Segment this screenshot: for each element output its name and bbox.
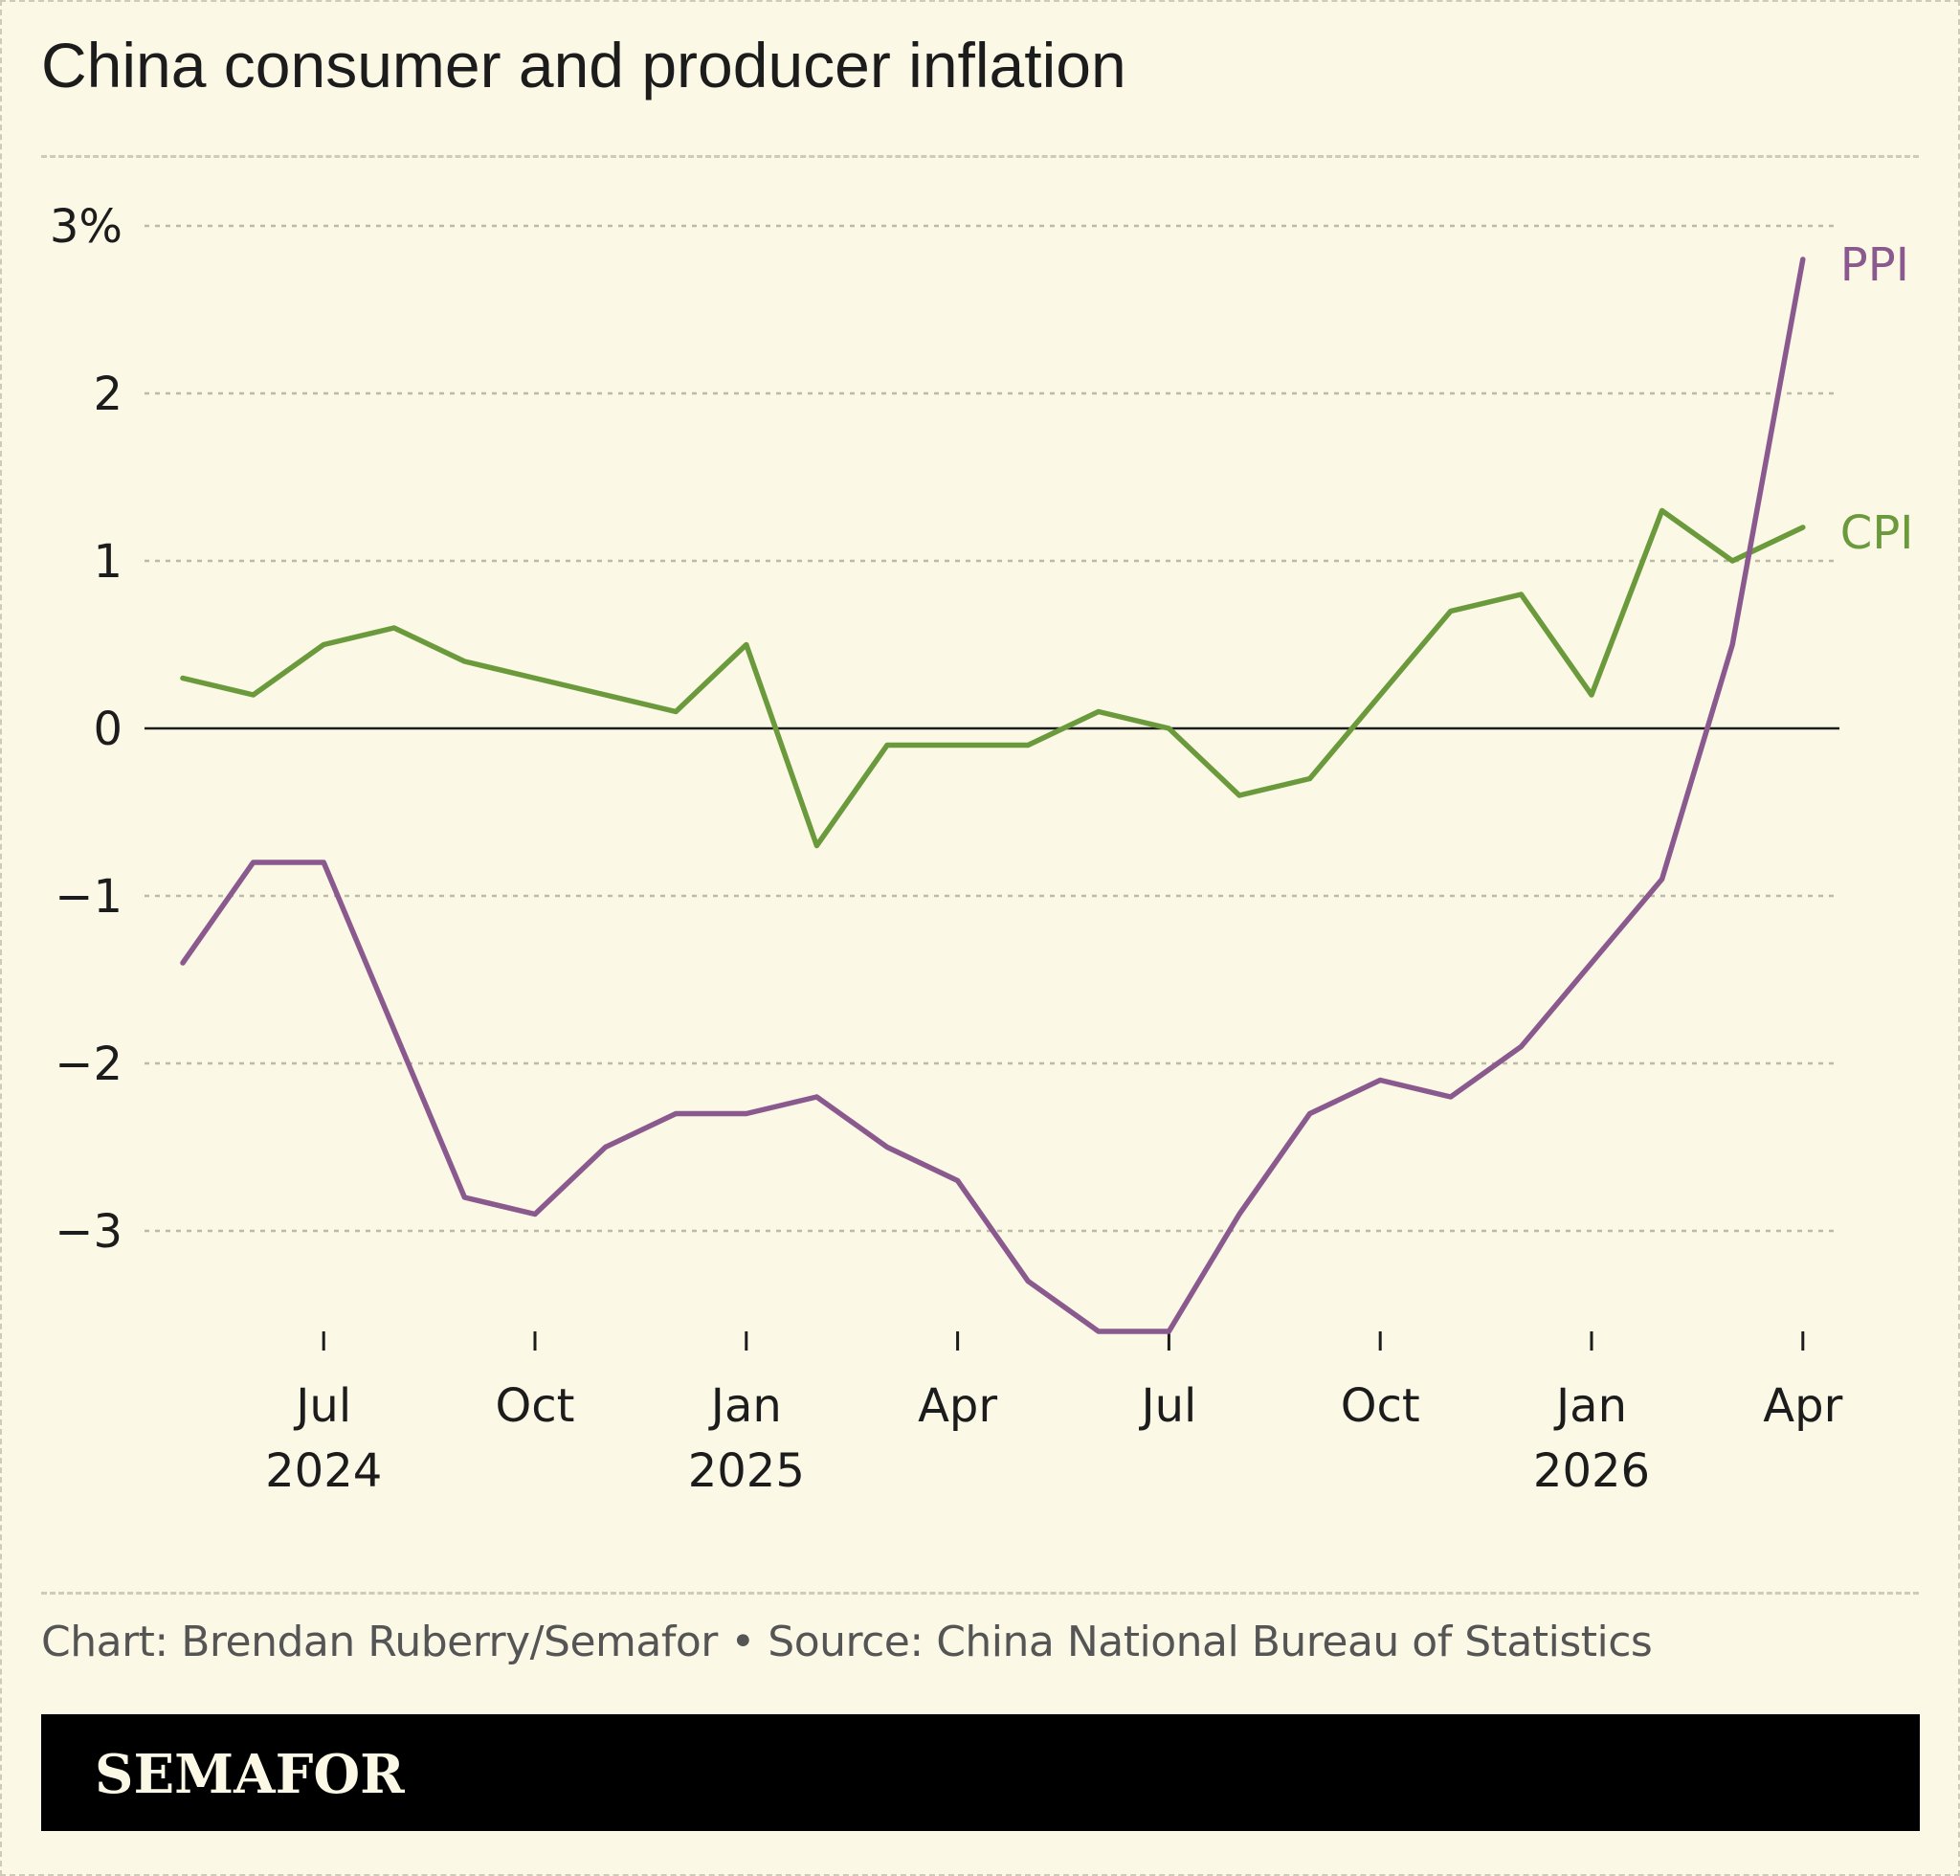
y-tick-label: 3% — [50, 200, 122, 254]
x-tick-year: 2025 — [688, 1444, 805, 1498]
x-tick-label: Oct — [496, 1379, 575, 1433]
y-tick-label: 0 — [93, 703, 122, 756]
y-tick-label: 2 — [93, 368, 122, 421]
x-tick-label: Apr — [918, 1379, 997, 1433]
header-divider — [41, 155, 1919, 158]
x-tick-year: 2026 — [1533, 1444, 1650, 1498]
y-tick-label: −2 — [55, 1038, 122, 1091]
series-line-cpi — [180, 507, 1806, 849]
chart-title: China consumer and producer inflation — [41, 30, 1126, 100]
x-tick-label: Jul — [1138, 1379, 1196, 1433]
series-label-cpi: CPI — [1840, 506, 1914, 560]
y-tick-label: −1 — [55, 870, 122, 924]
x-tick-label: Jul — [293, 1379, 351, 1433]
brand-bar: SEMAFOR — [41, 1714, 1920, 1831]
line-chart: 3% 2 1 0 −1 −2 −3 Jul 2024 Oct Jan 2025 Apr Jul Oct Jan… — [50, 200, 1914, 1498]
x-tick-label: Apr — [1763, 1379, 1842, 1433]
brand-logo: SEMAFOR — [95, 1743, 405, 1806]
chart-credit: Chart: Brendan Ruberry/Semafor • Source:… — [41, 1618, 1653, 1666]
y-tick-label: −3 — [55, 1205, 122, 1259]
footer-divider — [41, 1592, 1919, 1595]
x-tick-label: Jan — [1553, 1379, 1627, 1433]
y-tick-label: 1 — [93, 535, 122, 589]
x-tick-label: Oct — [1341, 1379, 1420, 1433]
series-line-ppi — [180, 257, 1806, 1334]
x-tick-label: Jan — [708, 1379, 782, 1433]
series-label-ppi: PPI — [1840, 238, 1909, 292]
x-tick-year: 2024 — [265, 1444, 382, 1498]
